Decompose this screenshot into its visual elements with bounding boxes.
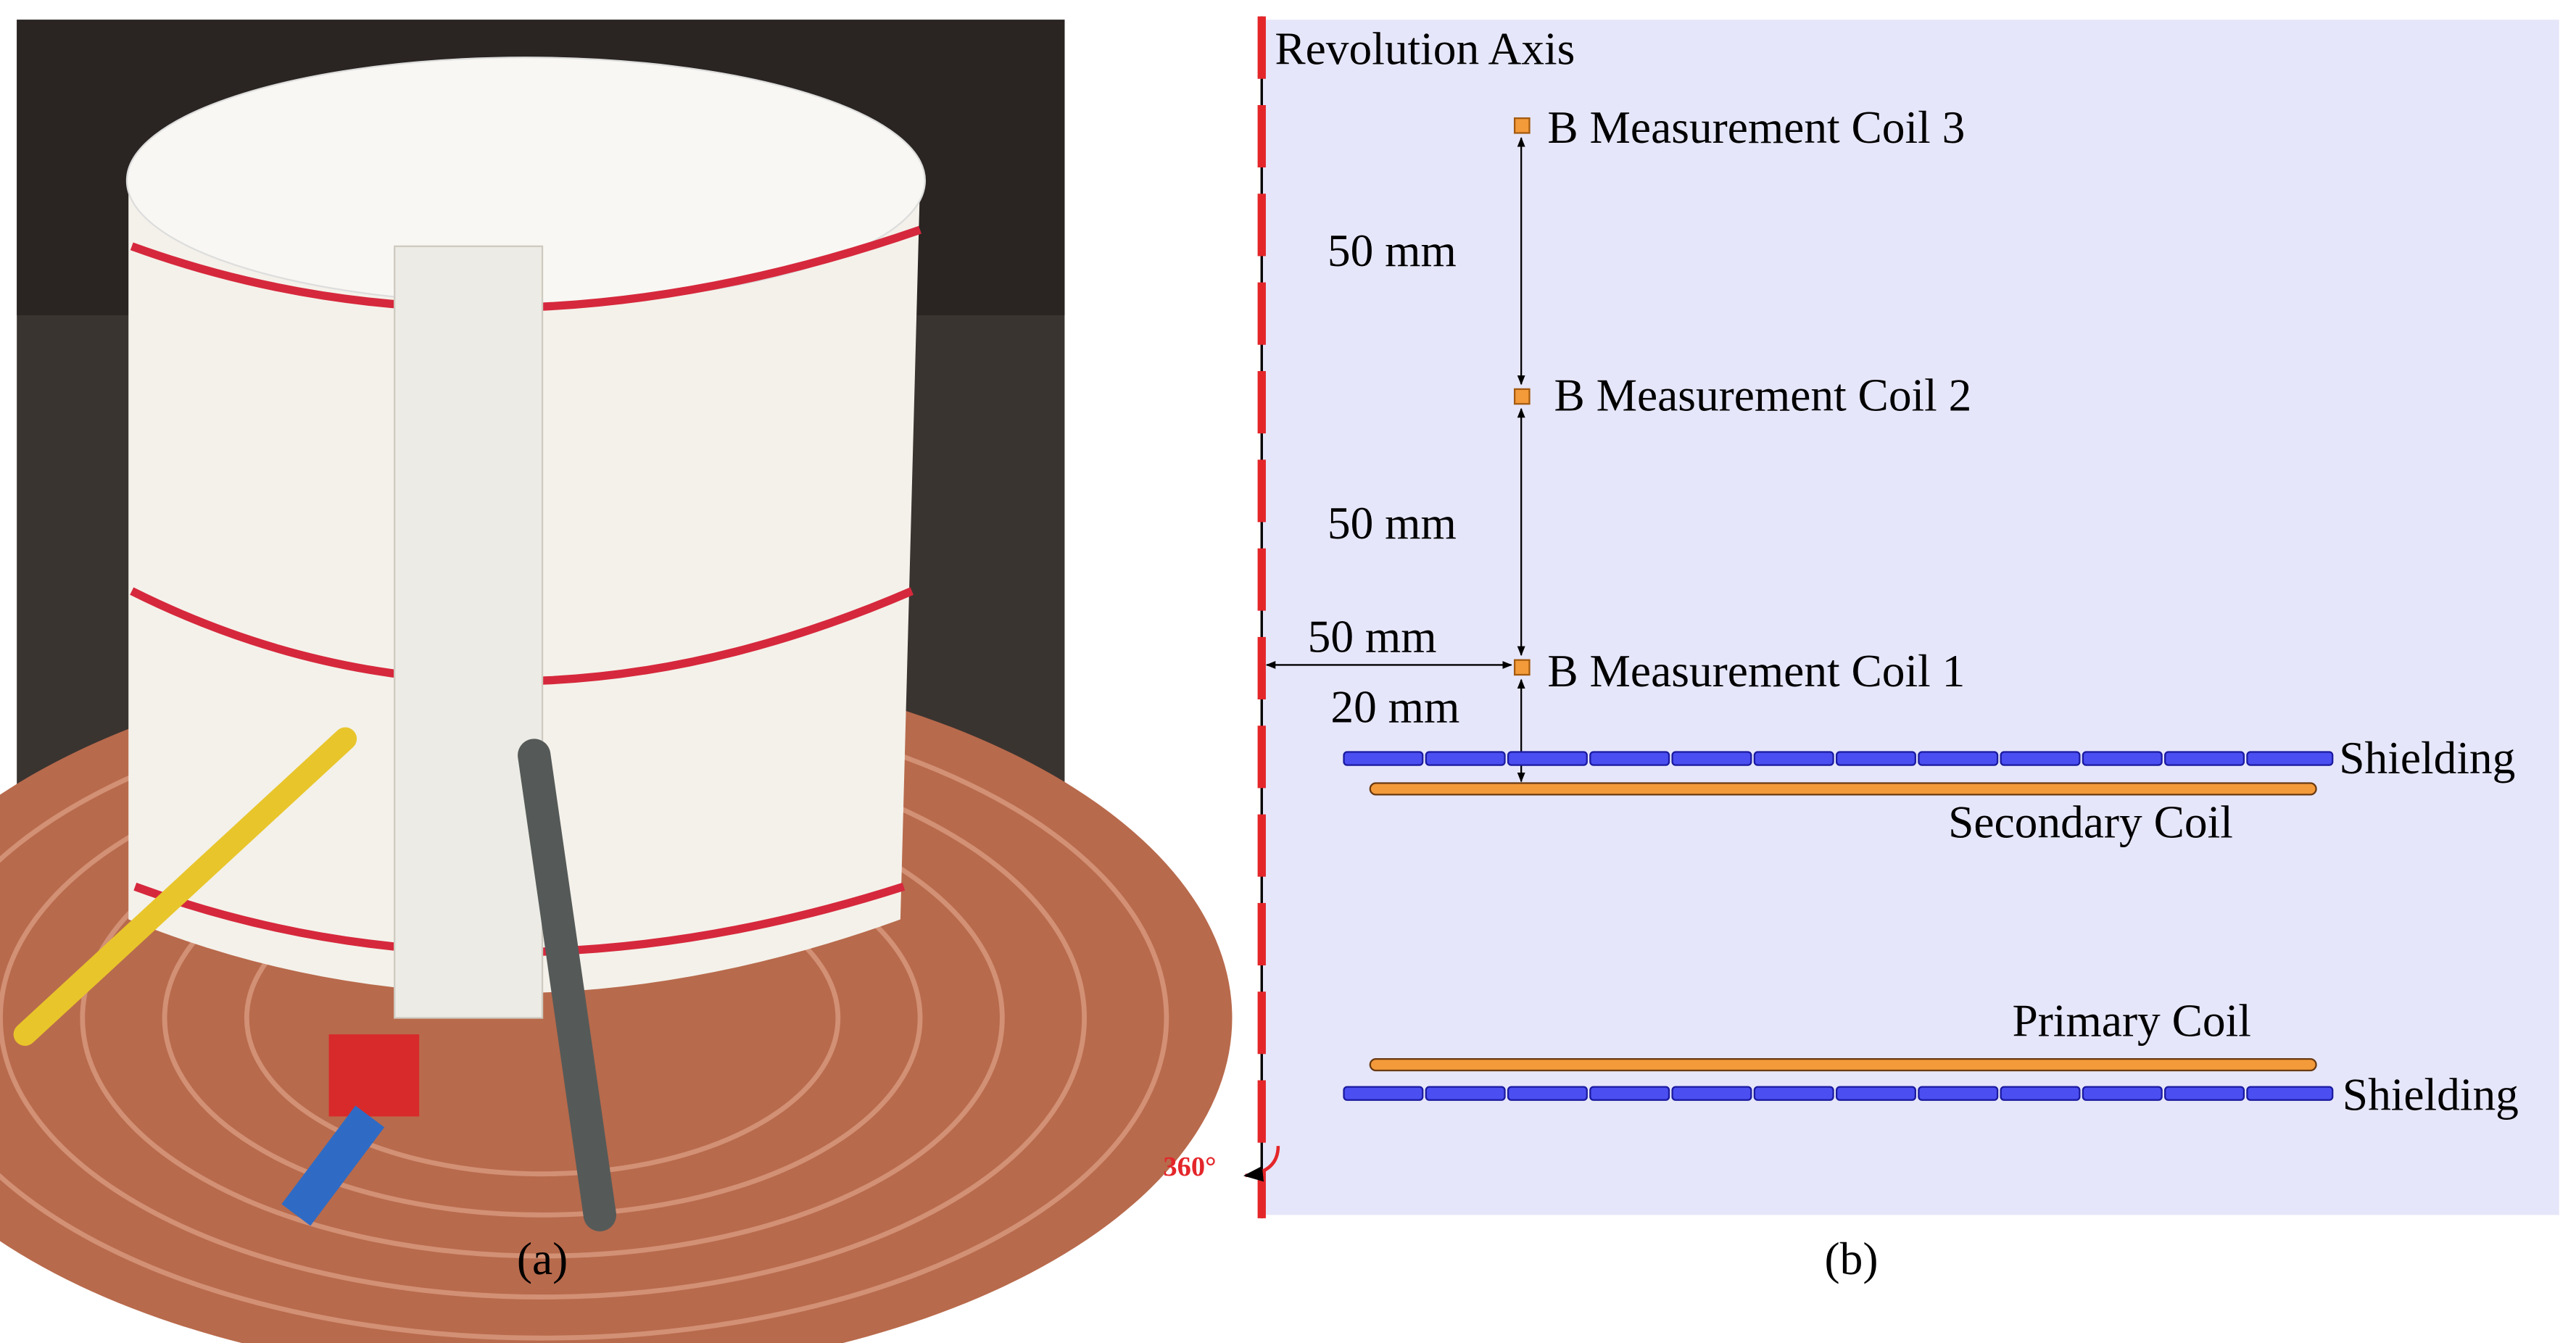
coil-label: B Measurement Coil 1 <box>1547 645 1965 697</box>
panel-label: (a) <box>517 1233 568 1284</box>
rotation-label: 360° <box>1163 1152 1216 1182</box>
coil-label: B Measurement Coil 2 <box>1554 369 1971 420</box>
dimension-label: 20 mm <box>1330 681 1459 733</box>
axis-label: Revolution Axis <box>1275 22 1575 74</box>
dimension-label: 50 mm <box>1328 497 1457 549</box>
dimension-label: 50 mm <box>1328 225 1457 276</box>
shielding-label: Shielding <box>2343 1068 2519 1120</box>
photo <box>0 20 1233 1343</box>
coil-label: B Measurement Coil 3 <box>1547 101 1965 153</box>
secondary-coil-label: Secondary Coil <box>1948 796 2233 847</box>
shielding-label: Shielding <box>2339 732 2515 783</box>
diagram <box>1243 16 2559 1218</box>
panel-label: (b) <box>1825 1233 1879 1284</box>
dimension-label: 50 mm <box>1308 610 1437 662</box>
primary-coil-label: Primary Coil <box>2012 994 2250 1046</box>
